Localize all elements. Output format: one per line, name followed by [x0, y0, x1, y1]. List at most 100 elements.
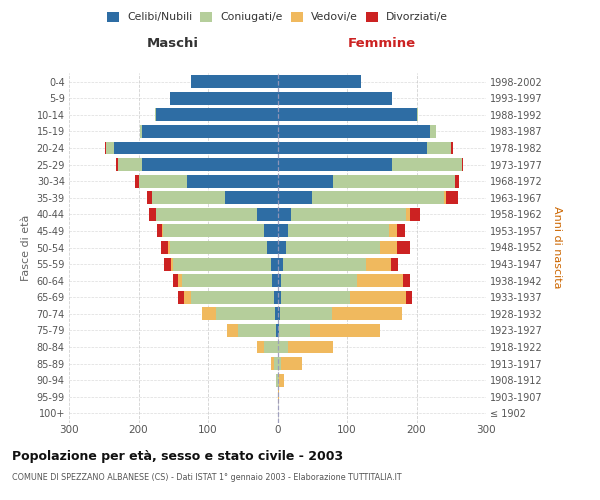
Bar [105, 142, 106, 154]
Bar [416, 108, 418, 122]
Bar [403, 274, 410, 287]
Bar [350, 291, 406, 304]
Bar [279, 374, 284, 386]
Bar [271, 258, 277, 270]
Y-axis label: Fasce di età: Fasce di età [21, 214, 31, 280]
Bar [397, 241, 410, 254]
Bar [272, 274, 277, 287]
Bar [149, 208, 156, 221]
Bar [281, 357, 302, 370]
Bar [277, 357, 281, 370]
Bar [169, 241, 170, 254]
Bar [281, 291, 350, 304]
Bar [276, 374, 277, 386]
Bar [380, 241, 397, 254]
Bar [152, 192, 226, 204]
Bar [275, 308, 277, 320]
Bar [178, 274, 182, 287]
Bar [277, 158, 392, 171]
Bar [451, 142, 452, 154]
Bar [114, 142, 277, 154]
Bar [406, 208, 410, 221]
Bar [277, 374, 279, 386]
Bar [332, 308, 402, 320]
Bar [277, 224, 288, 237]
Bar [430, 125, 436, 138]
Bar [280, 308, 332, 320]
Bar [277, 340, 288, 353]
Bar [277, 92, 392, 104]
Bar [277, 274, 281, 287]
Bar [227, 324, 238, 337]
Bar [182, 274, 272, 287]
Bar [257, 208, 277, 221]
Bar [170, 92, 277, 104]
Bar [310, 324, 380, 337]
Bar [187, 174, 277, 188]
Bar [288, 340, 333, 353]
Bar [277, 108, 416, 122]
Bar [263, 340, 277, 353]
Bar [277, 142, 427, 154]
Bar [410, 208, 420, 221]
Bar [226, 192, 277, 204]
Bar [171, 258, 173, 270]
Bar [279, 324, 310, 337]
Bar [277, 125, 430, 138]
Bar [358, 274, 403, 287]
Bar [173, 258, 271, 270]
Bar [191, 75, 277, 88]
Bar [267, 241, 277, 254]
Bar [274, 291, 277, 304]
Bar [184, 291, 191, 304]
Bar [391, 258, 398, 270]
Bar [215, 308, 275, 320]
Bar [281, 274, 358, 287]
Bar [155, 108, 156, 122]
Y-axis label: Anni di nascita: Anni di nascita [553, 206, 562, 288]
Bar [277, 174, 333, 188]
Bar [139, 174, 187, 188]
Bar [164, 258, 171, 270]
Bar [461, 158, 463, 171]
Bar [163, 224, 263, 237]
Bar [191, 291, 274, 304]
Bar [156, 208, 257, 221]
Legend: Celibi/Nubili, Coniugati/e, Vedovi/e, Divorziati/e: Celibi/Nubili, Coniugati/e, Vedovi/e, Di… [104, 10, 451, 24]
Bar [140, 125, 142, 138]
Bar [142, 158, 277, 171]
Bar [277, 291, 281, 304]
Bar [446, 192, 458, 204]
Bar [444, 192, 446, 204]
Bar [277, 258, 283, 270]
Text: Popolazione per età, sesso e stato civile - 2003: Popolazione per età, sesso e stato civil… [12, 450, 343, 463]
Bar [142, 125, 277, 138]
Bar [238, 324, 276, 337]
Bar [389, 224, 397, 237]
Bar [277, 75, 361, 88]
Bar [367, 258, 391, 270]
Bar [288, 224, 389, 237]
Bar [173, 274, 178, 287]
Bar [156, 108, 277, 122]
Bar [202, 308, 215, 320]
Text: Maschi: Maschi [147, 37, 199, 50]
Bar [277, 192, 312, 204]
Bar [292, 208, 406, 221]
Bar [276, 324, 277, 337]
Bar [277, 241, 286, 254]
Bar [312, 192, 444, 204]
Bar [147, 192, 152, 204]
Text: Femmine: Femmine [347, 37, 416, 50]
Bar [455, 174, 459, 188]
Bar [333, 174, 455, 188]
Bar [397, 224, 406, 237]
Bar [286, 241, 380, 254]
Bar [277, 208, 292, 221]
Bar [162, 224, 163, 237]
Bar [178, 291, 184, 304]
Bar [116, 158, 118, 171]
Bar [118, 158, 142, 171]
Bar [283, 258, 367, 270]
Bar [274, 357, 277, 370]
